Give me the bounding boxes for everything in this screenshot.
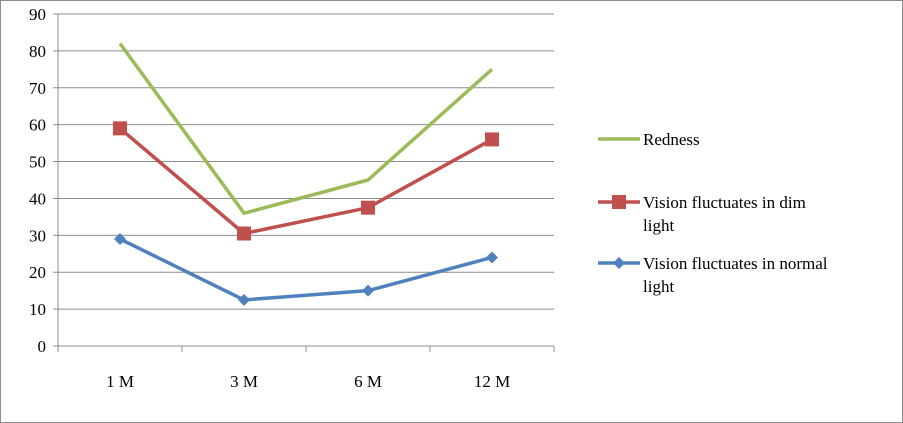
y-tick-label: 50	[29, 153, 46, 172]
data-point-square-marker	[612, 195, 626, 209]
data-point-diamond-marker	[362, 284, 374, 297]
y-tick-label: 80	[29, 42, 46, 61]
x-tick-labels: 1 M 3 M 6 M 12 M	[106, 372, 510, 391]
y-tick-label: 70	[29, 79, 46, 98]
x-tick-label: 3 M	[230, 372, 258, 391]
series-line	[118, 42, 494, 215]
legend-entry: Vision fluctuates in normal light	[598, 254, 828, 296]
legend-label: Vision fluctuates in dim	[643, 193, 806, 212]
y-tick-labels: 0 10 20 30 40 50 60 70 80 90	[29, 5, 46, 356]
data-point-square-marker	[113, 121, 127, 136]
y-tick-label: 90	[29, 5, 46, 24]
y-tick-label: 20	[29, 263, 46, 282]
axes	[53, 13, 555, 352]
legend-label: light	[643, 277, 674, 296]
legend-entry: Redness	[598, 130, 700, 149]
data-point-diamond-marker	[114, 233, 126, 246]
legend-entry: Vision fluctuates in dim light	[598, 193, 806, 235]
y-tick-label: 10	[29, 300, 46, 319]
y-tick-label: 30	[29, 226, 46, 245]
data-point-square-marker	[485, 132, 499, 147]
data-point-diamond-marker	[486, 251, 498, 264]
series-1	[113, 121, 499, 241]
data-point-square-marker	[361, 200, 375, 215]
x-tick-label: 12 M	[474, 372, 510, 391]
data-point-square-marker	[237, 226, 251, 241]
data-point-diamond-marker	[613, 257, 625, 269]
x-tick-label: 6 M	[354, 372, 382, 391]
y-tick-label: 60	[29, 116, 46, 135]
legend-label: light	[643, 216, 674, 235]
series-line	[119, 237, 493, 302]
series	[113, 42, 499, 306]
gridlines	[58, 13, 554, 310]
series-2	[114, 233, 498, 306]
series-line	[118, 127, 493, 236]
x-tick-label: 1 M	[106, 372, 134, 391]
legend-label: Vision fluctuates in normal	[643, 254, 828, 273]
y-tick-label: 40	[29, 189, 46, 208]
legend-label: Redness	[643, 130, 700, 149]
y-tick-label: 0	[38, 337, 47, 356]
series-0	[118, 42, 494, 215]
data-point-diamond-marker	[238, 293, 250, 306]
